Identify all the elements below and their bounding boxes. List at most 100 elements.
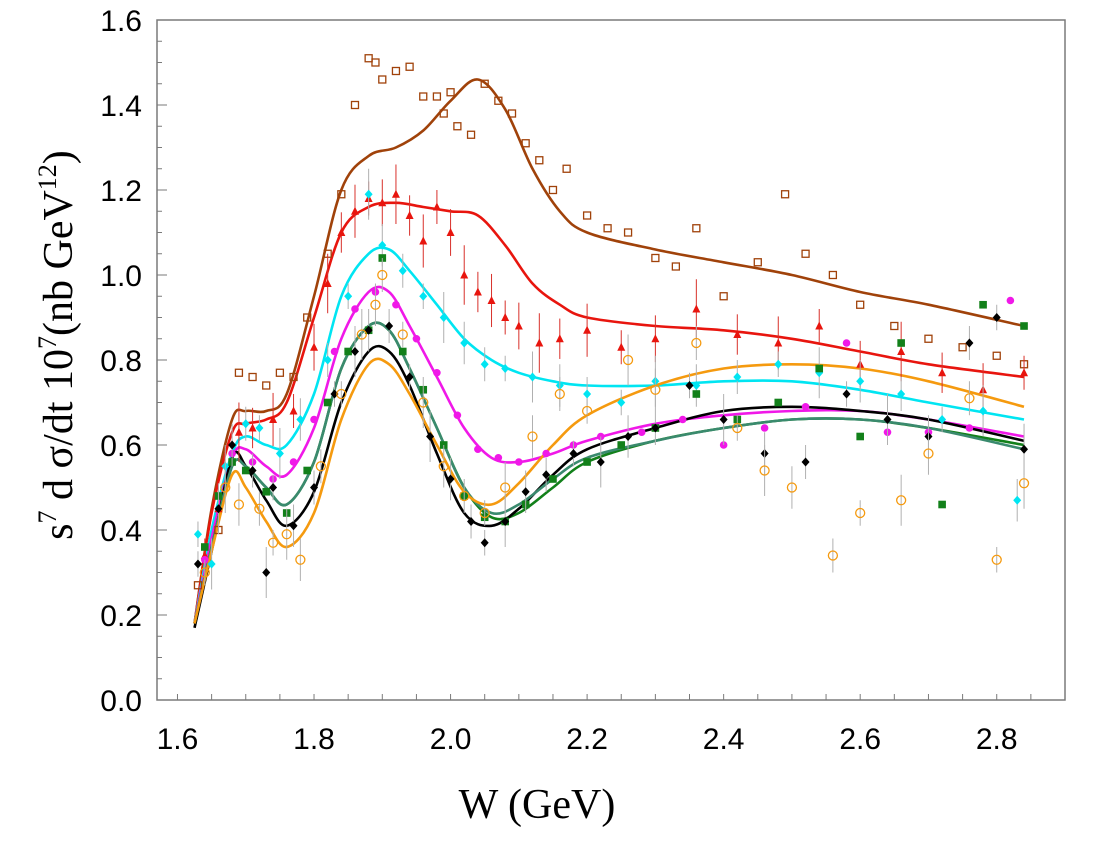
series-brown-point xyxy=(419,92,428,101)
series-orange-curve xyxy=(193,357,1025,624)
series-orange-point xyxy=(691,337,702,349)
series-brown-point xyxy=(828,270,838,280)
series-black-point xyxy=(719,415,728,424)
series-brown-curve xyxy=(193,78,1025,624)
series-brown-point xyxy=(992,351,1001,360)
series-cyan-point xyxy=(207,559,216,569)
series-brown-point xyxy=(692,224,701,233)
series-brown-point xyxy=(494,96,503,105)
series-green-point xyxy=(815,364,824,373)
series-brown-point xyxy=(562,164,571,173)
series-brown-point xyxy=(535,156,544,165)
series-magenta-point xyxy=(678,415,687,424)
series-red-point xyxy=(432,202,441,211)
series-magenta-point xyxy=(412,334,421,343)
series-orange-point xyxy=(233,499,245,510)
series-orange-point xyxy=(438,461,449,472)
series-orange-point xyxy=(370,299,381,310)
series-magenta-point xyxy=(801,402,810,411)
x-tick-label: 2.0 xyxy=(430,723,472,756)
series-black-point xyxy=(214,504,223,514)
series-cyan-point xyxy=(692,381,701,390)
series-green-point xyxy=(583,458,591,466)
series-brown-point xyxy=(432,92,442,101)
series-cyan-point xyxy=(774,359,783,369)
series-magenta-point xyxy=(392,300,400,309)
series-green-point xyxy=(262,487,271,496)
series-orange-point xyxy=(377,269,388,281)
series-black-point xyxy=(350,347,359,356)
series-black-point xyxy=(262,568,271,577)
series-green-point xyxy=(398,347,407,356)
series-red-point xyxy=(487,296,496,304)
series-black-point xyxy=(842,389,851,399)
y-tick-label: 0.0 xyxy=(100,685,142,718)
series-cyan-point xyxy=(501,364,510,373)
series-cyan-point xyxy=(617,398,626,407)
y-axis-title-mid: d σ/dt 10 xyxy=(36,349,82,510)
series-orange-point xyxy=(295,554,306,565)
y-axis-title-close: ) xyxy=(36,150,82,164)
series-brown-point xyxy=(480,79,489,88)
series-red-point xyxy=(446,228,455,236)
series-red-point xyxy=(337,228,346,236)
series-black-point xyxy=(310,483,319,492)
series-brown-point xyxy=(671,262,681,271)
series-red-point xyxy=(269,415,278,423)
series-brown-point xyxy=(719,292,728,301)
series-magenta-point xyxy=(474,445,482,454)
y-tick-label: 1.0 xyxy=(100,260,142,293)
series-cyan-point xyxy=(733,372,742,382)
series-cyan-point xyxy=(856,376,865,386)
series-brown-point xyxy=(651,253,660,263)
series-red-point xyxy=(419,236,428,245)
series-green-point xyxy=(856,432,864,441)
series-red-point xyxy=(651,334,660,343)
series-orange-point xyxy=(500,482,511,493)
series-brown-point xyxy=(289,372,298,382)
series-green-point xyxy=(938,500,946,509)
series-red-point xyxy=(583,325,592,334)
series-red-point xyxy=(692,304,701,313)
series-points xyxy=(193,54,1030,598)
series-cyan-point xyxy=(364,189,373,199)
series-green-point xyxy=(979,300,987,309)
series-cyan-point xyxy=(398,266,407,276)
series-brown-point xyxy=(350,100,360,110)
series-black-point xyxy=(289,521,298,531)
series-orange-point xyxy=(527,431,538,442)
series-cyan-curve xyxy=(193,246,1025,624)
series-black-point xyxy=(685,381,694,390)
series-black-point xyxy=(269,483,278,492)
y-tick-labels: 0.0 0.2 0.4 0.6 0.8 1.0 1.2 1.4 1.6 xyxy=(100,5,142,718)
series-brown-point xyxy=(582,211,592,220)
series-orange-point xyxy=(459,490,470,502)
series-orange-point xyxy=(855,507,866,519)
series-black-point xyxy=(405,372,414,382)
series-black-point xyxy=(801,457,810,467)
series-black-point xyxy=(193,559,202,569)
series-orange-point xyxy=(581,405,593,417)
series-green-curve xyxy=(193,321,1025,624)
series-orange-point xyxy=(827,550,839,561)
series-black-point xyxy=(992,313,1001,322)
series-green-point xyxy=(323,398,332,407)
series-brown-point xyxy=(603,224,612,233)
series-brown-point xyxy=(856,300,865,309)
series-brown-point xyxy=(548,185,558,195)
y-axis-title-sup2: 7 xyxy=(33,336,62,349)
series-orange-point xyxy=(281,529,292,540)
series-orange-point xyxy=(759,465,770,476)
series-brown-point xyxy=(248,372,257,382)
series-black-point xyxy=(651,423,660,433)
series-orange-point xyxy=(964,393,975,404)
series-red-point xyxy=(897,347,906,355)
series-magenta-point xyxy=(351,305,359,313)
series-cyan-point xyxy=(938,415,947,424)
series-brown-point xyxy=(303,313,312,322)
x-tick-labels: 1.6 1.8 2.0 2.2 2.4 2.6 2.8 xyxy=(157,723,1018,756)
series-cyan-point xyxy=(419,291,428,301)
series-red-point xyxy=(405,211,414,219)
series-cyan-point xyxy=(296,415,305,424)
series-red-point xyxy=(815,321,824,330)
